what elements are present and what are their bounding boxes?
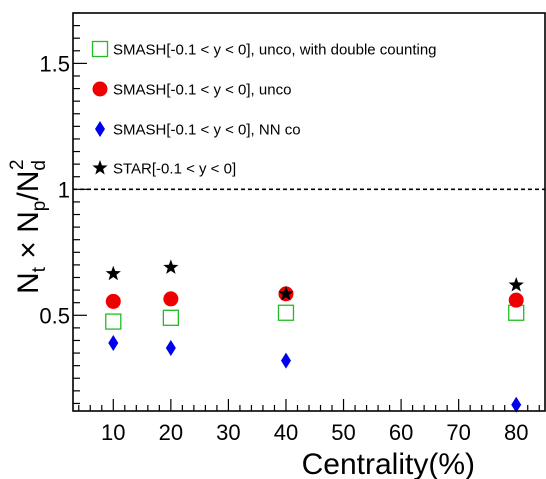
data-point-series-3 <box>508 277 524 292</box>
y-tick-label: 1 <box>58 177 70 202</box>
legend-label-series-0: SMASH[-0.1 < y < 0], unco, with double c… <box>113 42 437 59</box>
y-axis-title: Nt × Np/Nd2 <box>7 159 50 294</box>
data-point-series-0 <box>277 304 295 321</box>
data-markers <box>105 259 525 413</box>
data-point-series-1 <box>508 292 524 308</box>
plot-frame <box>72 12 546 412</box>
legend-label-series-1: SMASH[-0.1 < y < 0], unco <box>113 82 291 99</box>
x-tick-label: 60 <box>389 420 413 445</box>
data-point-series-3 <box>163 259 179 274</box>
legend-marker-series-3 <box>92 160 108 175</box>
data-point-series-1 <box>163 291 179 307</box>
x-tick-label: 50 <box>331 420 355 445</box>
legend-marker-series-2 <box>95 121 105 137</box>
x-tick-label: 30 <box>216 420 240 445</box>
x-tick-label: 40 <box>274 420 298 445</box>
legend: SMASH[-0.1 < y < 0], unco, with double c… <box>91 40 437 178</box>
data-point-series-1 <box>105 293 121 309</box>
data-point-series-2 <box>511 396 522 413</box>
legend-label-series-3: STAR[-0.1 < y < 0] <box>113 161 236 178</box>
x-tick-label: 20 <box>159 420 183 445</box>
major-ticks <box>73 62 517 411</box>
data-point-series-0 <box>162 309 180 326</box>
data-point-series-3 <box>278 285 294 301</box>
legend-marker-series-0 <box>91 40 109 58</box>
svg-text:Nt × Np/Nd2: Nt × Np/Nd2 <box>7 159 50 294</box>
x-tick-label: 70 <box>446 420 470 445</box>
data-point-series-2 <box>108 334 119 351</box>
legend-label-series-2: SMASH[-0.1 < y < 0], NN co <box>113 122 301 139</box>
y-tick-label: 1.5 <box>39 51 70 76</box>
x-tick-label: 80 <box>504 420 528 445</box>
tick-labels: 10 20 30 40 50 60 70 80 0.5 1 1.5 <box>39 51 528 445</box>
data-point-series-2 <box>165 340 176 357</box>
data-point-series-3 <box>105 265 121 281</box>
legend-marker-series-1 <box>92 81 108 97</box>
minor-ticks <box>73 12 540 411</box>
y-tick-label: 0.5 <box>39 303 70 328</box>
x-tick-label: 10 <box>101 420 125 445</box>
data-point-series-2 <box>280 352 291 369</box>
x-axis-title: Centrality(%) <box>302 448 475 479</box>
data-point-series-0 <box>105 313 122 330</box>
